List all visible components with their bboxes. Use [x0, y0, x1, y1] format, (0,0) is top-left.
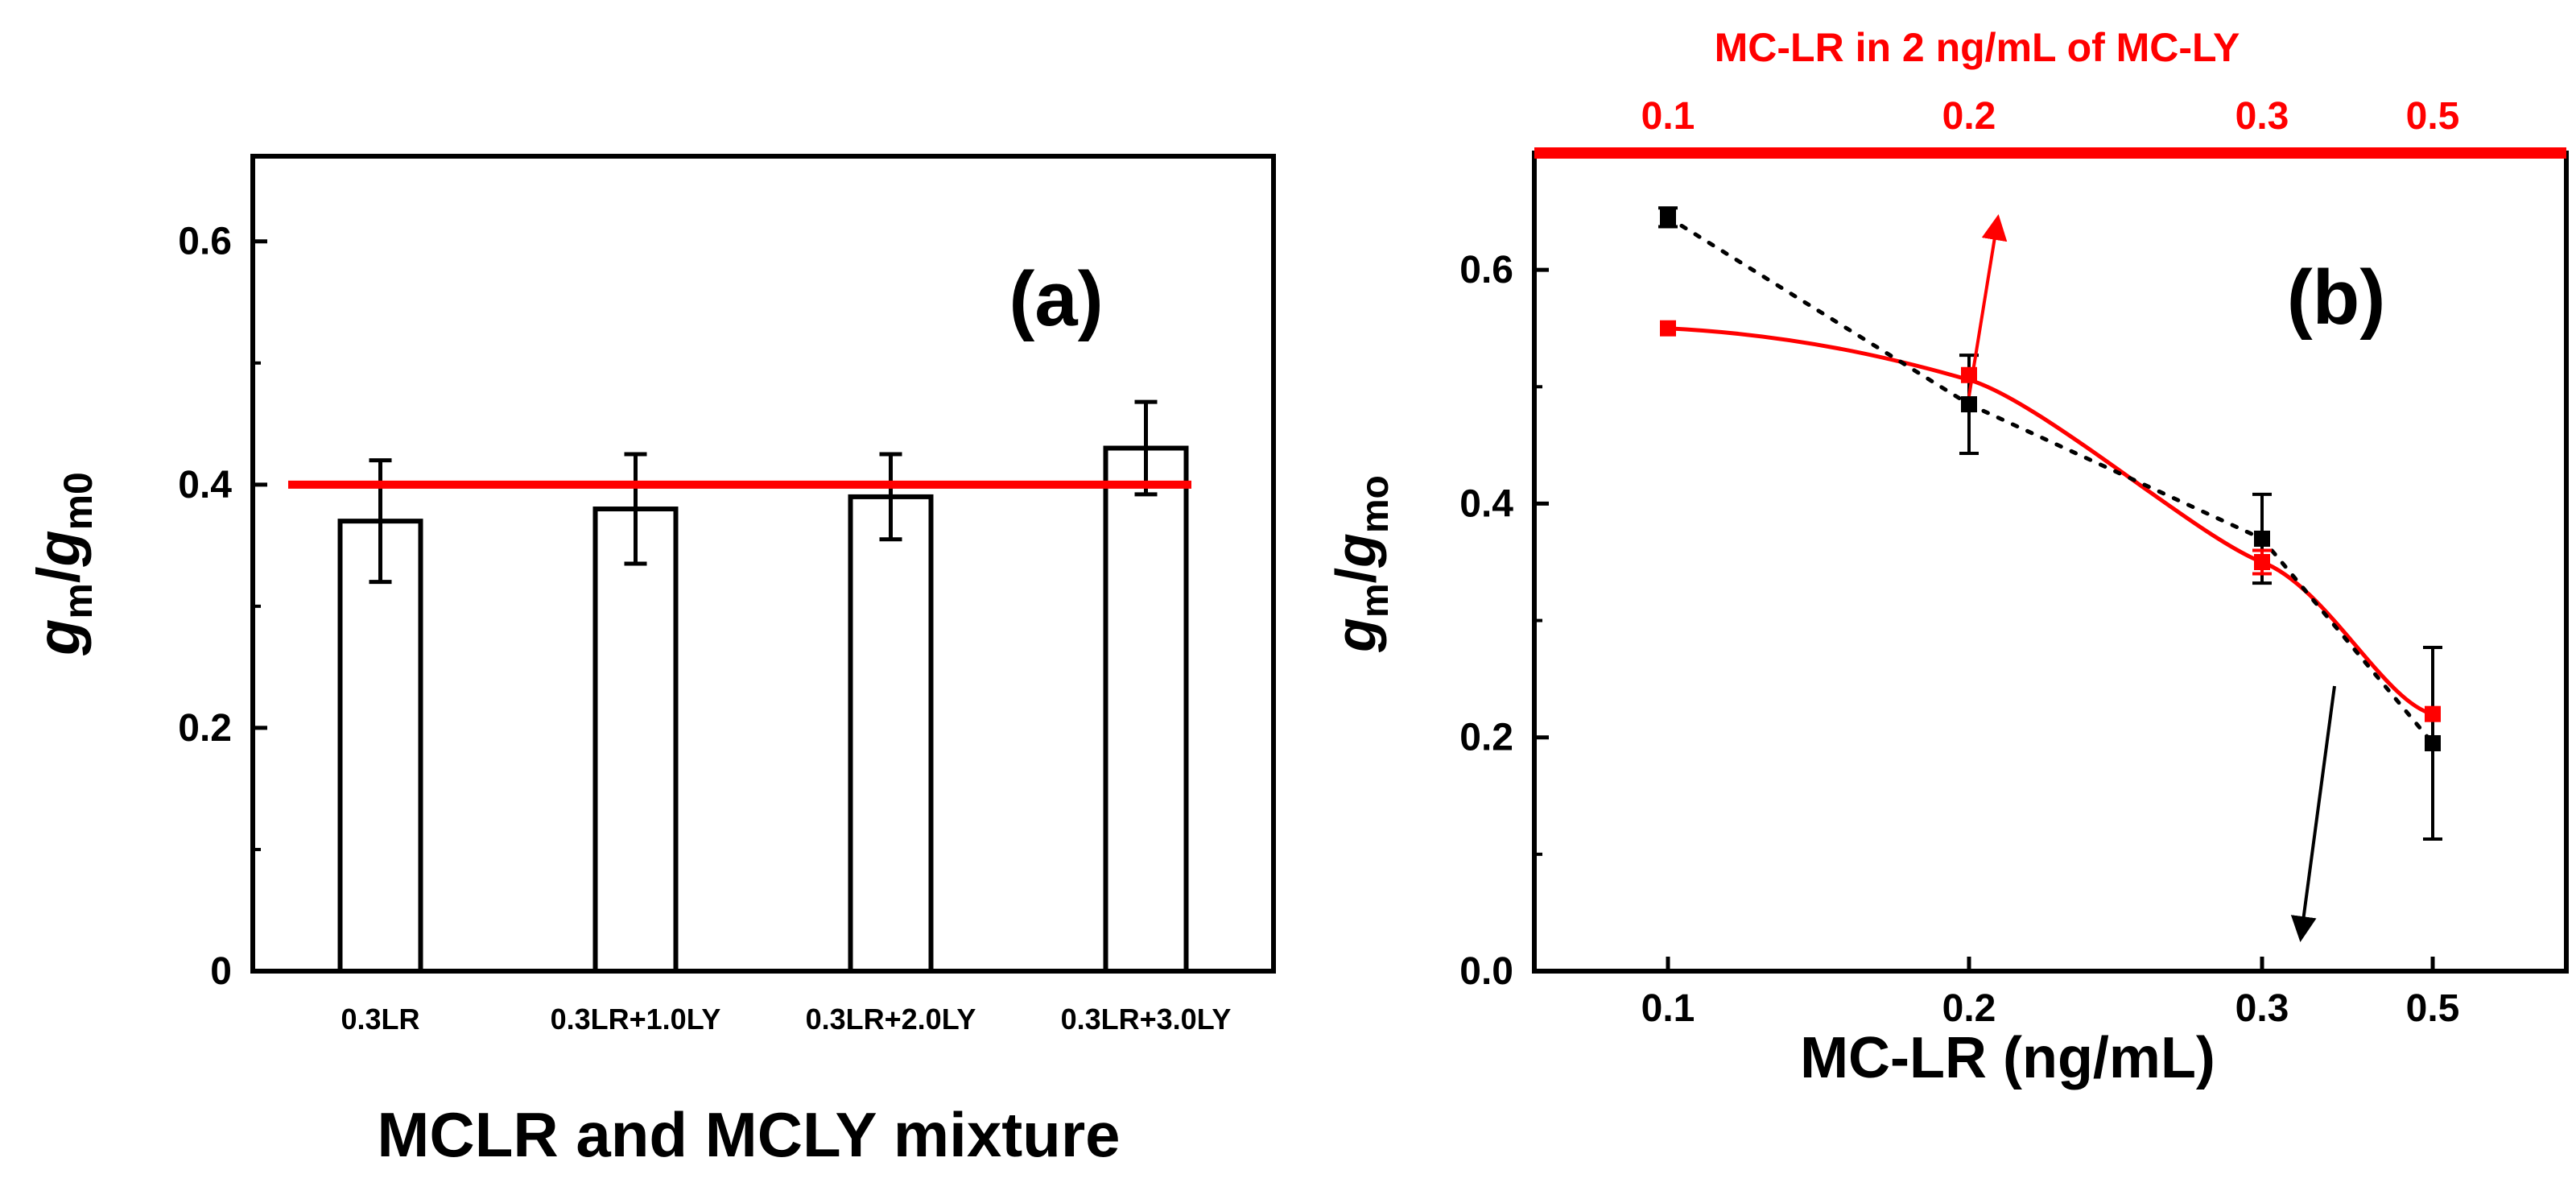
ylabel-b-sub2: mo — [1354, 475, 1397, 533]
ylabel-b-slash: / — [1324, 568, 1387, 583]
panel-a-label: (a) — [1009, 256, 1103, 342]
panel-b-y-tick-label: 0.6 — [1459, 249, 1513, 292]
panel-a-x-tick-label: 0.3LR+1.0LY — [551, 1003, 721, 1036]
panel-b-black-dotted-line — [1666, 215, 2435, 746]
panel-b-y-tick-label: 0.2 — [1459, 717, 1513, 759]
panel-b-top-tick-label: 0.2 — [1942, 95, 1996, 138]
panel-b-x-ticks: 0.1 0.2 0.3 0.5 — [1641, 957, 2460, 1030]
ylabel-g2: g — [25, 530, 92, 567]
ylabel-slash: / — [25, 567, 92, 584]
panel-a-x-tick-label: 0.3LR+2.0LY — [806, 1003, 976, 1036]
panel-a-y-tick-label: 0.4 — [178, 464, 232, 507]
panel-b-point — [2254, 530, 2270, 547]
panel-b-top-ticks: 0.1 0.2 0.3 0.5 — [1641, 95, 2460, 138]
ylabel-b-g1: g — [1324, 618, 1387, 653]
panel-a-bar — [1103, 445, 1189, 974]
panel-b-top-tick-label: 0.3 — [2235, 95, 2289, 138]
panel-a-bar — [848, 494, 934, 974]
panel-a-error-bars — [369, 399, 1158, 585]
panel-b-red-fit-curve — [1667, 326, 2434, 717]
panel-b-x-tick-label: 0.2 — [1942, 987, 1996, 1030]
panel-b-y-tick-label: 0.4 — [1459, 482, 1513, 525]
panel-b-x-tick-label: 0.1 — [1641, 987, 1695, 1030]
panel-a-bar — [337, 519, 423, 974]
panel-a-y-axis-title: gm/gm0 — [25, 472, 101, 656]
red-arrow-icon — [1967, 214, 2008, 397]
panel-b-point — [1961, 396, 1977, 413]
panel-a-frame — [250, 154, 1276, 974]
panel-b-x-axis-title: MC-LR (ng/mL) — [1800, 1026, 2215, 1090]
panel-a-x-tick-label: 0.3LR+3.0LY — [1061, 1003, 1232, 1036]
panel-a-bars — [337, 445, 1189, 974]
panel-b-x-tick-label: 0.5 — [2406, 987, 2460, 1030]
panel-b-x-tick-label: 0.3 — [2235, 987, 2289, 1030]
panel-a-y-tick-label: 0.6 — [178, 221, 232, 263]
panel-b-top-axis-title: MC-LR in 2 ng/mL of MC-LY — [1715, 25, 2240, 70]
panel-b-point — [1660, 320, 1676, 337]
panel-a-y-ticks: 0 0.2 0.4 0.6 — [178, 221, 267, 993]
panel-a-y-tick-label: 0 — [210, 950, 232, 993]
ylabel-b-sub1: m — [1354, 583, 1397, 618]
panel-b-y-axis-title: gm/gmo — [1324, 475, 1397, 653]
ylabel-g1: g — [25, 619, 92, 656]
panel-a-bar-chart: 00.20.40.6 0.3LR 0.3LR+1.0LY 0.3LR+2.0LY 0.… — [25, 154, 1276, 1170]
panel-a-bar — [592, 507, 679, 974]
panel-b-top-tick-label: 0.5 — [2406, 95, 2460, 138]
panel-b-y-ticks: 0.0 0.2 0.4 0.6 — [1459, 249, 1549, 993]
panel-a-x-axis-title: MCLR and MCLY mixture — [377, 1099, 1120, 1170]
panel-b-y-tick-label: 0.0 — [1459, 950, 1513, 993]
panel-b-label: (b) — [2287, 254, 2386, 341]
ylabel-b-g2: g — [1324, 533, 1387, 569]
panel-a-y-tick-label: 0.2 — [178, 707, 232, 750]
panel-b-point — [2425, 705, 2441, 722]
panel-b-line-chart: 0.0 0.2 0.4 0.6 0.1 0.2 0.3 0.5 0.1 0.2 0.3 0.5 (… — [1324, 25, 2569, 1090]
ylabel-sub1: m — [56, 583, 101, 618]
black-arrow-icon — [2290, 685, 2336, 942]
panel-b-top-tick-label: 0.1 — [1641, 95, 1695, 138]
panel-b-point — [1660, 209, 1676, 225]
panel-b-point — [2425, 734, 2441, 751]
panel-b-frame — [1532, 151, 2569, 974]
panel-a-x-tick-label: 0.3LR — [341, 1003, 419, 1036]
ylabel-sub2: m0 — [56, 472, 101, 530]
panel-b-point — [2254, 554, 2270, 570]
panel-a-x-tick-labels: 0.3LR 0.3LR+1.0LY 0.3LR+2.0LY 0.3LR+3.0LY — [341, 1003, 1231, 1036]
